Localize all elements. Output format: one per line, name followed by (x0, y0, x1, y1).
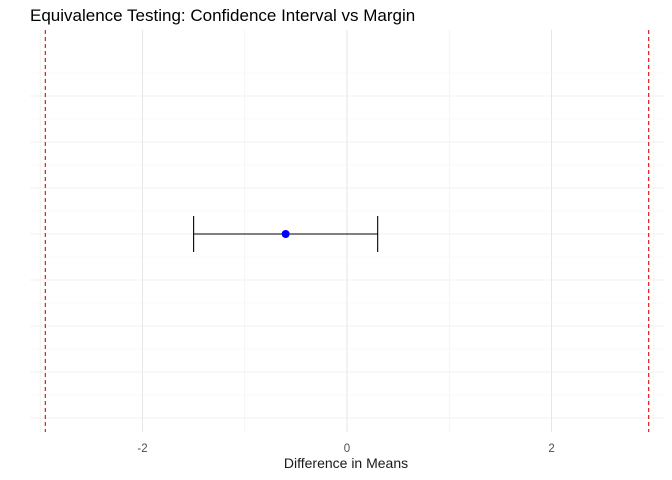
x-tick-labels: -2 0 2 (137, 443, 554, 455)
vertical-gridlines (39, 30, 655, 432)
estimate-point (281, 230, 290, 238)
x-axis-label: Difference in Means (283, 455, 409, 471)
equivalence-margin-lines (44, 30, 650, 432)
x-tick-label: 2 (548, 443, 554, 455)
x-tick-label: 0 (344, 443, 350, 455)
estimate-points (281, 230, 290, 238)
x-tick-label: -2 (137, 443, 147, 455)
horizontal-gridlines (30, 72, 664, 419)
chart-title: Equivalence Testing: Confidence Interval… (30, 6, 416, 25)
